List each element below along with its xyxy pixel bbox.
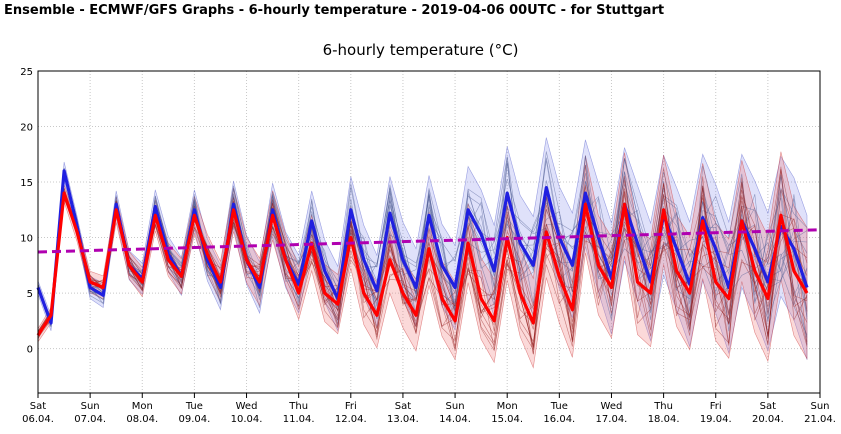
y-tick-label: 5 — [27, 289, 33, 300]
x-tick-day-label: Sat — [395, 401, 411, 412]
x-tick-date-label: 09.04. — [178, 414, 210, 425]
x-tick-day-label: Sat — [30, 401, 46, 412]
x-tick-date-label: 11.04. — [283, 414, 315, 425]
x-tick-day-label: Thu — [653, 401, 673, 412]
x-tick-date-label: 06.04. — [22, 414, 54, 425]
axis-layer: 0 5 10 15 20 25 Sat 06.04. Sun 07.04. Mon 08.04. Tue… — [20, 67, 836, 425]
x-tick-date-label: 12.04. — [335, 414, 367, 425]
x-tick-date-label: 19.04. — [700, 414, 732, 425]
x-tick-day-label: Mon — [132, 401, 153, 412]
mean-trend-line — [37, 228, 821, 254]
x-tick-date-label: 18.04. — [648, 414, 680, 425]
x-tick-date-label: 15.04. — [491, 414, 523, 425]
x-tick-date-label: 14.04. — [439, 414, 471, 425]
plot-frame — [37, 70, 821, 394]
x-tick-day-label: Mon — [497, 401, 518, 412]
x-tick-day-label: Tue — [185, 401, 203, 412]
x-tick-date-label: 07.04. — [74, 414, 106, 425]
x-tick-day-label: Sat — [760, 401, 776, 412]
y-tick-label: 15 — [20, 178, 33, 189]
page-header: Ensemble - ECMWF/GFS Graphs - 6-hourly t… — [4, 3, 665, 18]
y-tick-label: 10 — [20, 234, 33, 245]
x-tick-date-label: 13.04. — [387, 414, 419, 425]
x-tick-date-label: 16.04. — [543, 414, 575, 425]
x-tick-day-label: Thu — [288, 401, 308, 412]
ecmwf-main-line — [36, 191, 809, 337]
x-tick-date-label: 21.04. — [804, 414, 836, 425]
x-tick-date-label: 17.04. — [596, 414, 628, 425]
y-tick-label: 0 — [27, 345, 33, 356]
chart-title: 6-hourly temperature (°C) — [322, 41, 519, 59]
x-tick-day-label: Tue — [550, 401, 568, 412]
x-tick-date-label: 20.04. — [752, 414, 784, 425]
y-tick-label: 20 — [20, 123, 33, 134]
y-tick-label: 25 — [20, 67, 33, 78]
x-tick-day-label: Fri — [345, 401, 357, 412]
gfs-main-line — [36, 169, 809, 325]
x-tick-day-label: Wed — [601, 401, 623, 412]
series-layer — [36, 169, 821, 337]
x-tick-date-label: 08.04. — [126, 414, 158, 425]
x-tick-date-label: 10.04. — [231, 414, 263, 425]
x-tick-day-label: Sun — [810, 401, 829, 412]
x-tick-day-label: Sun — [446, 401, 465, 412]
x-tick-day-label: Wed — [236, 401, 258, 412]
x-tick-day-label: Fri — [710, 401, 722, 412]
x-tick-day-label: Sun — [81, 401, 100, 412]
